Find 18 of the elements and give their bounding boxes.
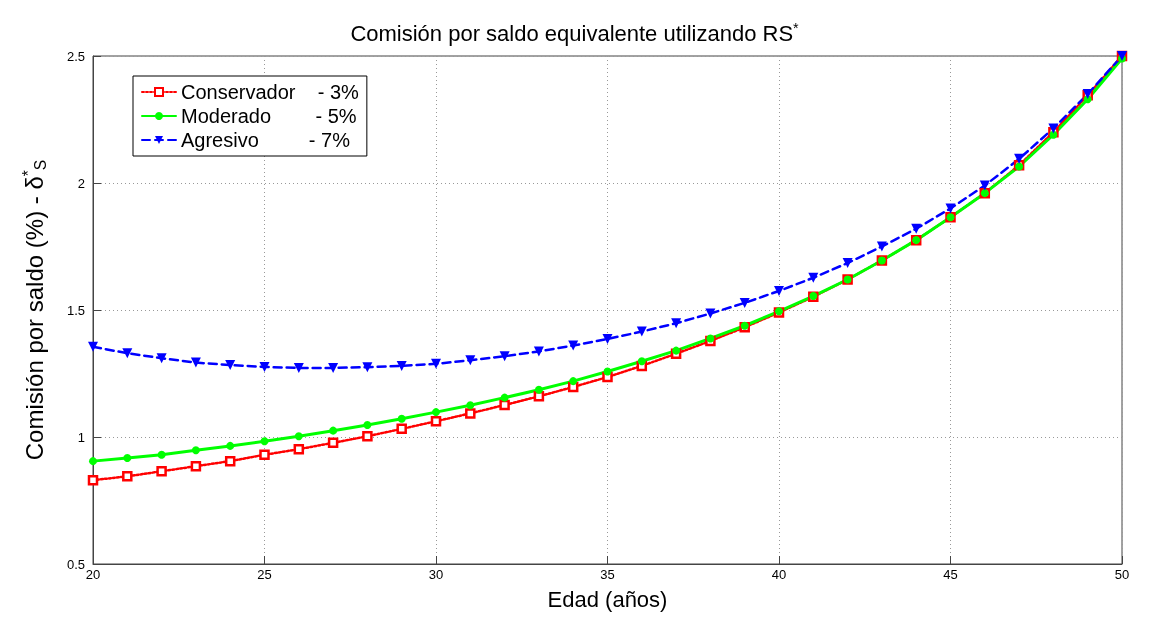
y-tick-label: 2.5 — [66, 48, 85, 64]
x-axis-title: Edad (años) — [547, 586, 668, 612]
y-tick-label: 0.5 — [66, 556, 85, 572]
y-tick-label: 2 — [77, 175, 85, 191]
chart-title: Comisión por saldo equivalente utilizando RS* — [350, 20, 800, 46]
x-tick-label: 40 — [771, 567, 787, 582]
y-tick-label: 1.5 — [66, 302, 85, 318]
x-tick-label: 35 — [600, 567, 615, 582]
x-tick-label: 30 — [428, 567, 444, 582]
x-tick-label: 25 — [257, 567, 272, 582]
y-tick-label: 1 — [77, 429, 85, 445]
legend-label: Agresivo - 7% — [181, 129, 351, 151]
legend-label: Moderado - 5% — [181, 105, 357, 127]
legend-label: Conservador - 3% — [181, 81, 360, 103]
x-tick-label: 50 — [1114, 567, 1130, 582]
x-tick-label: 20 — [85, 567, 101, 582]
y-axis-title: Comisión por saldo (%) - δ*S — [19, 159, 49, 461]
x-tick-label: 45 — [943, 567, 958, 582]
